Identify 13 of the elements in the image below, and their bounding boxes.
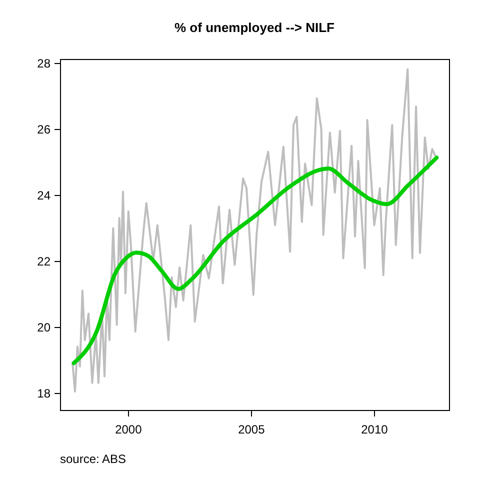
- line-series: [72, 156, 439, 366]
- y-tick-label: 28: [37, 56, 51, 70]
- y-tick-label: 20: [37, 320, 51, 334]
- y-tick-label: 18: [37, 386, 51, 400]
- y-tick-label: 24: [37, 188, 51, 202]
- y-tick-label: 22: [37, 254, 51, 268]
- x-tick-label: 2010: [361, 422, 388, 436]
- y-tick-label: 26: [37, 122, 51, 136]
- x-tick-label: 2005: [238, 422, 266, 436]
- line-series: [72, 68, 436, 393]
- x-tick-label: 2000: [115, 422, 142, 436]
- source-note: source: ABS: [60, 452, 126, 466]
- chart-title: % of unemployed --> NILF: [174, 20, 335, 35]
